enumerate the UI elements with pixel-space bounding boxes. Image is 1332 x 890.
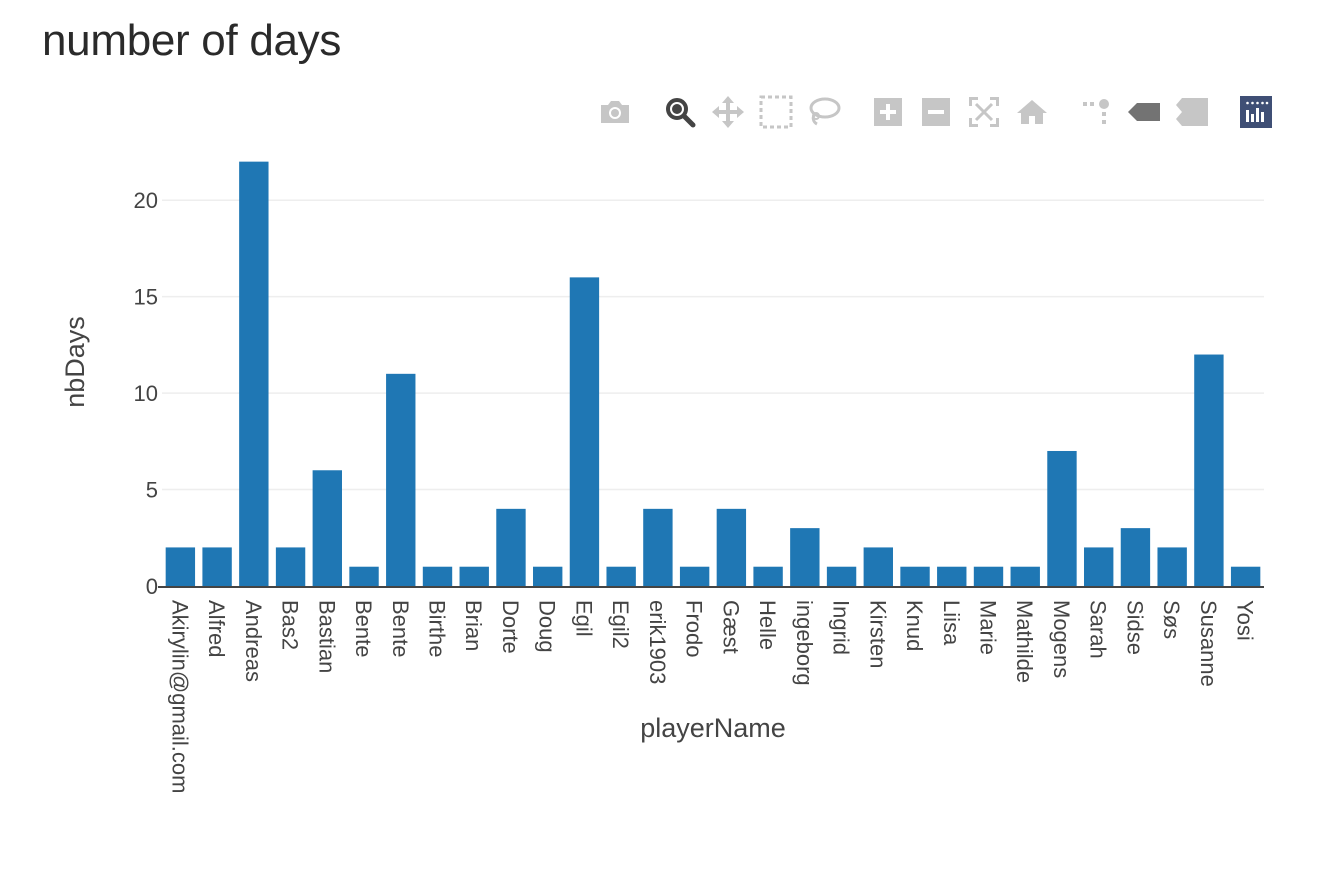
lasso-select-button[interactable]	[804, 92, 844, 132]
bar[interactable]	[496, 508, 526, 586]
zoom-icon	[664, 96, 696, 128]
x-tick-label: Gæst	[718, 600, 743, 654]
x-tick-label: Yosi	[1233, 600, 1258, 641]
hover-closest-button[interactable]	[1124, 92, 1164, 132]
x-tick-label: Liisa	[939, 600, 964, 646]
x-tick-label: Brian	[461, 600, 486, 651]
y-tick-label: 20	[134, 188, 158, 213]
hover-compare-button[interactable]	[1172, 92, 1212, 132]
x-tick-label: Mathilde	[1012, 600, 1037, 683]
bar[interactable]	[275, 547, 306, 586]
zoom-out-button[interactable]	[916, 92, 956, 132]
bar[interactable]	[1047, 450, 1077, 586]
x-tick-label: Søs	[1159, 600, 1184, 639]
bar[interactable]	[165, 547, 196, 586]
bar[interactable]	[386, 373, 416, 586]
bar[interactable]	[1084, 547, 1114, 586]
x-tick-label: Bastian	[314, 600, 339, 673]
x-tick-label: Bas2	[278, 600, 303, 650]
bars	[165, 161, 1261, 586]
y-tick-label: 10	[134, 381, 158, 406]
y-tick-label: 5	[146, 478, 158, 503]
x-tick-label: Knud	[902, 600, 927, 651]
modebar	[595, 92, 1285, 132]
zoom-out-icon	[921, 97, 951, 127]
camera-button[interactable]	[595, 92, 635, 132]
bar[interactable]	[569, 277, 600, 586]
bar[interactable]	[900, 566, 930, 586]
x-tick-label: Kirsten	[865, 600, 890, 668]
bar[interactable]	[1194, 354, 1224, 586]
bar[interactable]	[937, 566, 967, 586]
pan-button[interactable]	[708, 92, 748, 132]
y-tick-label: 0	[146, 574, 158, 599]
bar[interactable]	[239, 161, 269, 586]
y-axis-title: nbDays	[60, 316, 90, 408]
x-axis-title: playerName	[640, 713, 786, 743]
bar[interactable]	[679, 566, 710, 586]
x-tick-label: Sarah	[1086, 600, 1111, 659]
bar[interactable]	[422, 566, 453, 586]
x-tick-label: Ingrid	[829, 600, 854, 655]
x-tick-label: Egil	[571, 600, 596, 637]
x-tick-label: Helle	[755, 600, 780, 650]
bar[interactable]	[606, 566, 636, 586]
x-tick-label: Bente	[351, 600, 376, 658]
bar[interactable]	[533, 566, 563, 586]
bar[interactable]	[1120, 528, 1151, 586]
box-select-icon	[759, 95, 793, 129]
box-select-button[interactable]	[756, 92, 796, 132]
bar[interactable]	[826, 566, 857, 586]
bar[interactable]	[863, 547, 893, 586]
bar[interactable]	[312, 470, 342, 586]
x-tick-label: Marie	[976, 600, 1001, 655]
bar[interactable]	[973, 566, 1004, 586]
home-icon	[1016, 98, 1048, 126]
x-tick-label: Dorte	[498, 600, 523, 654]
page-title: number of days	[42, 16, 342, 65]
y-tick-label: 15	[134, 285, 158, 310]
x-tick-label: Alfred	[204, 600, 229, 657]
autoscale-icon	[967, 95, 1001, 129]
axes: 0 5 10 15 20 Akirylin@gmail.com Alfred Andreas B…	[134, 188, 1264, 793]
bar[interactable]	[716, 508, 747, 586]
hover-compare-icon	[1175, 97, 1209, 127]
bar[interactable]	[790, 528, 820, 586]
gridlines	[162, 199, 1264, 491]
x-tick-label: Bente	[388, 600, 413, 658]
x-tick-label: Mogens	[1049, 600, 1074, 678]
zoom-in-icon	[873, 97, 903, 127]
camera-icon	[598, 98, 632, 126]
plotly-logo-button[interactable]	[1236, 92, 1276, 132]
bar[interactable]	[349, 566, 379, 586]
home-button[interactable]	[1012, 92, 1052, 132]
x-tick-label: Egil2	[608, 600, 633, 649]
zoom-button[interactable]	[660, 92, 700, 132]
x-tick-label: Susanne	[1196, 600, 1221, 687]
x-tick-label: Akirylin@gmail.com	[167, 600, 192, 793]
x-tick-label: Doug	[535, 600, 560, 653]
x-tick-label: erik1903	[645, 600, 670, 684]
spike-lines-button[interactable]	[1076, 92, 1116, 132]
x-tick-label: Birthe	[425, 600, 450, 657]
bar[interactable]	[753, 566, 783, 586]
x-tick-label: Frodo	[682, 600, 707, 657]
hover-closest-icon	[1127, 102, 1161, 122]
autoscale-button[interactable]	[964, 92, 1004, 132]
x-tick-label: Sidse	[1122, 600, 1147, 655]
pan-icon	[711, 95, 745, 129]
bar[interactable]	[202, 547, 232, 586]
lasso-select-icon	[807, 95, 841, 129]
bar[interactable]	[643, 508, 673, 586]
zoom-in-button[interactable]	[868, 92, 908, 132]
plotly-logo-icon	[1240, 96, 1272, 128]
bar[interactable]	[1010, 566, 1040, 586]
bar[interactable]	[1157, 547, 1187, 586]
bar[interactable]	[1230, 566, 1261, 586]
x-tick-label: Andreas	[241, 600, 266, 682]
bar[interactable]	[459, 566, 489, 586]
x-tick-label: ingeborg	[792, 600, 817, 686]
spike-lines-icon	[1081, 97, 1111, 127]
